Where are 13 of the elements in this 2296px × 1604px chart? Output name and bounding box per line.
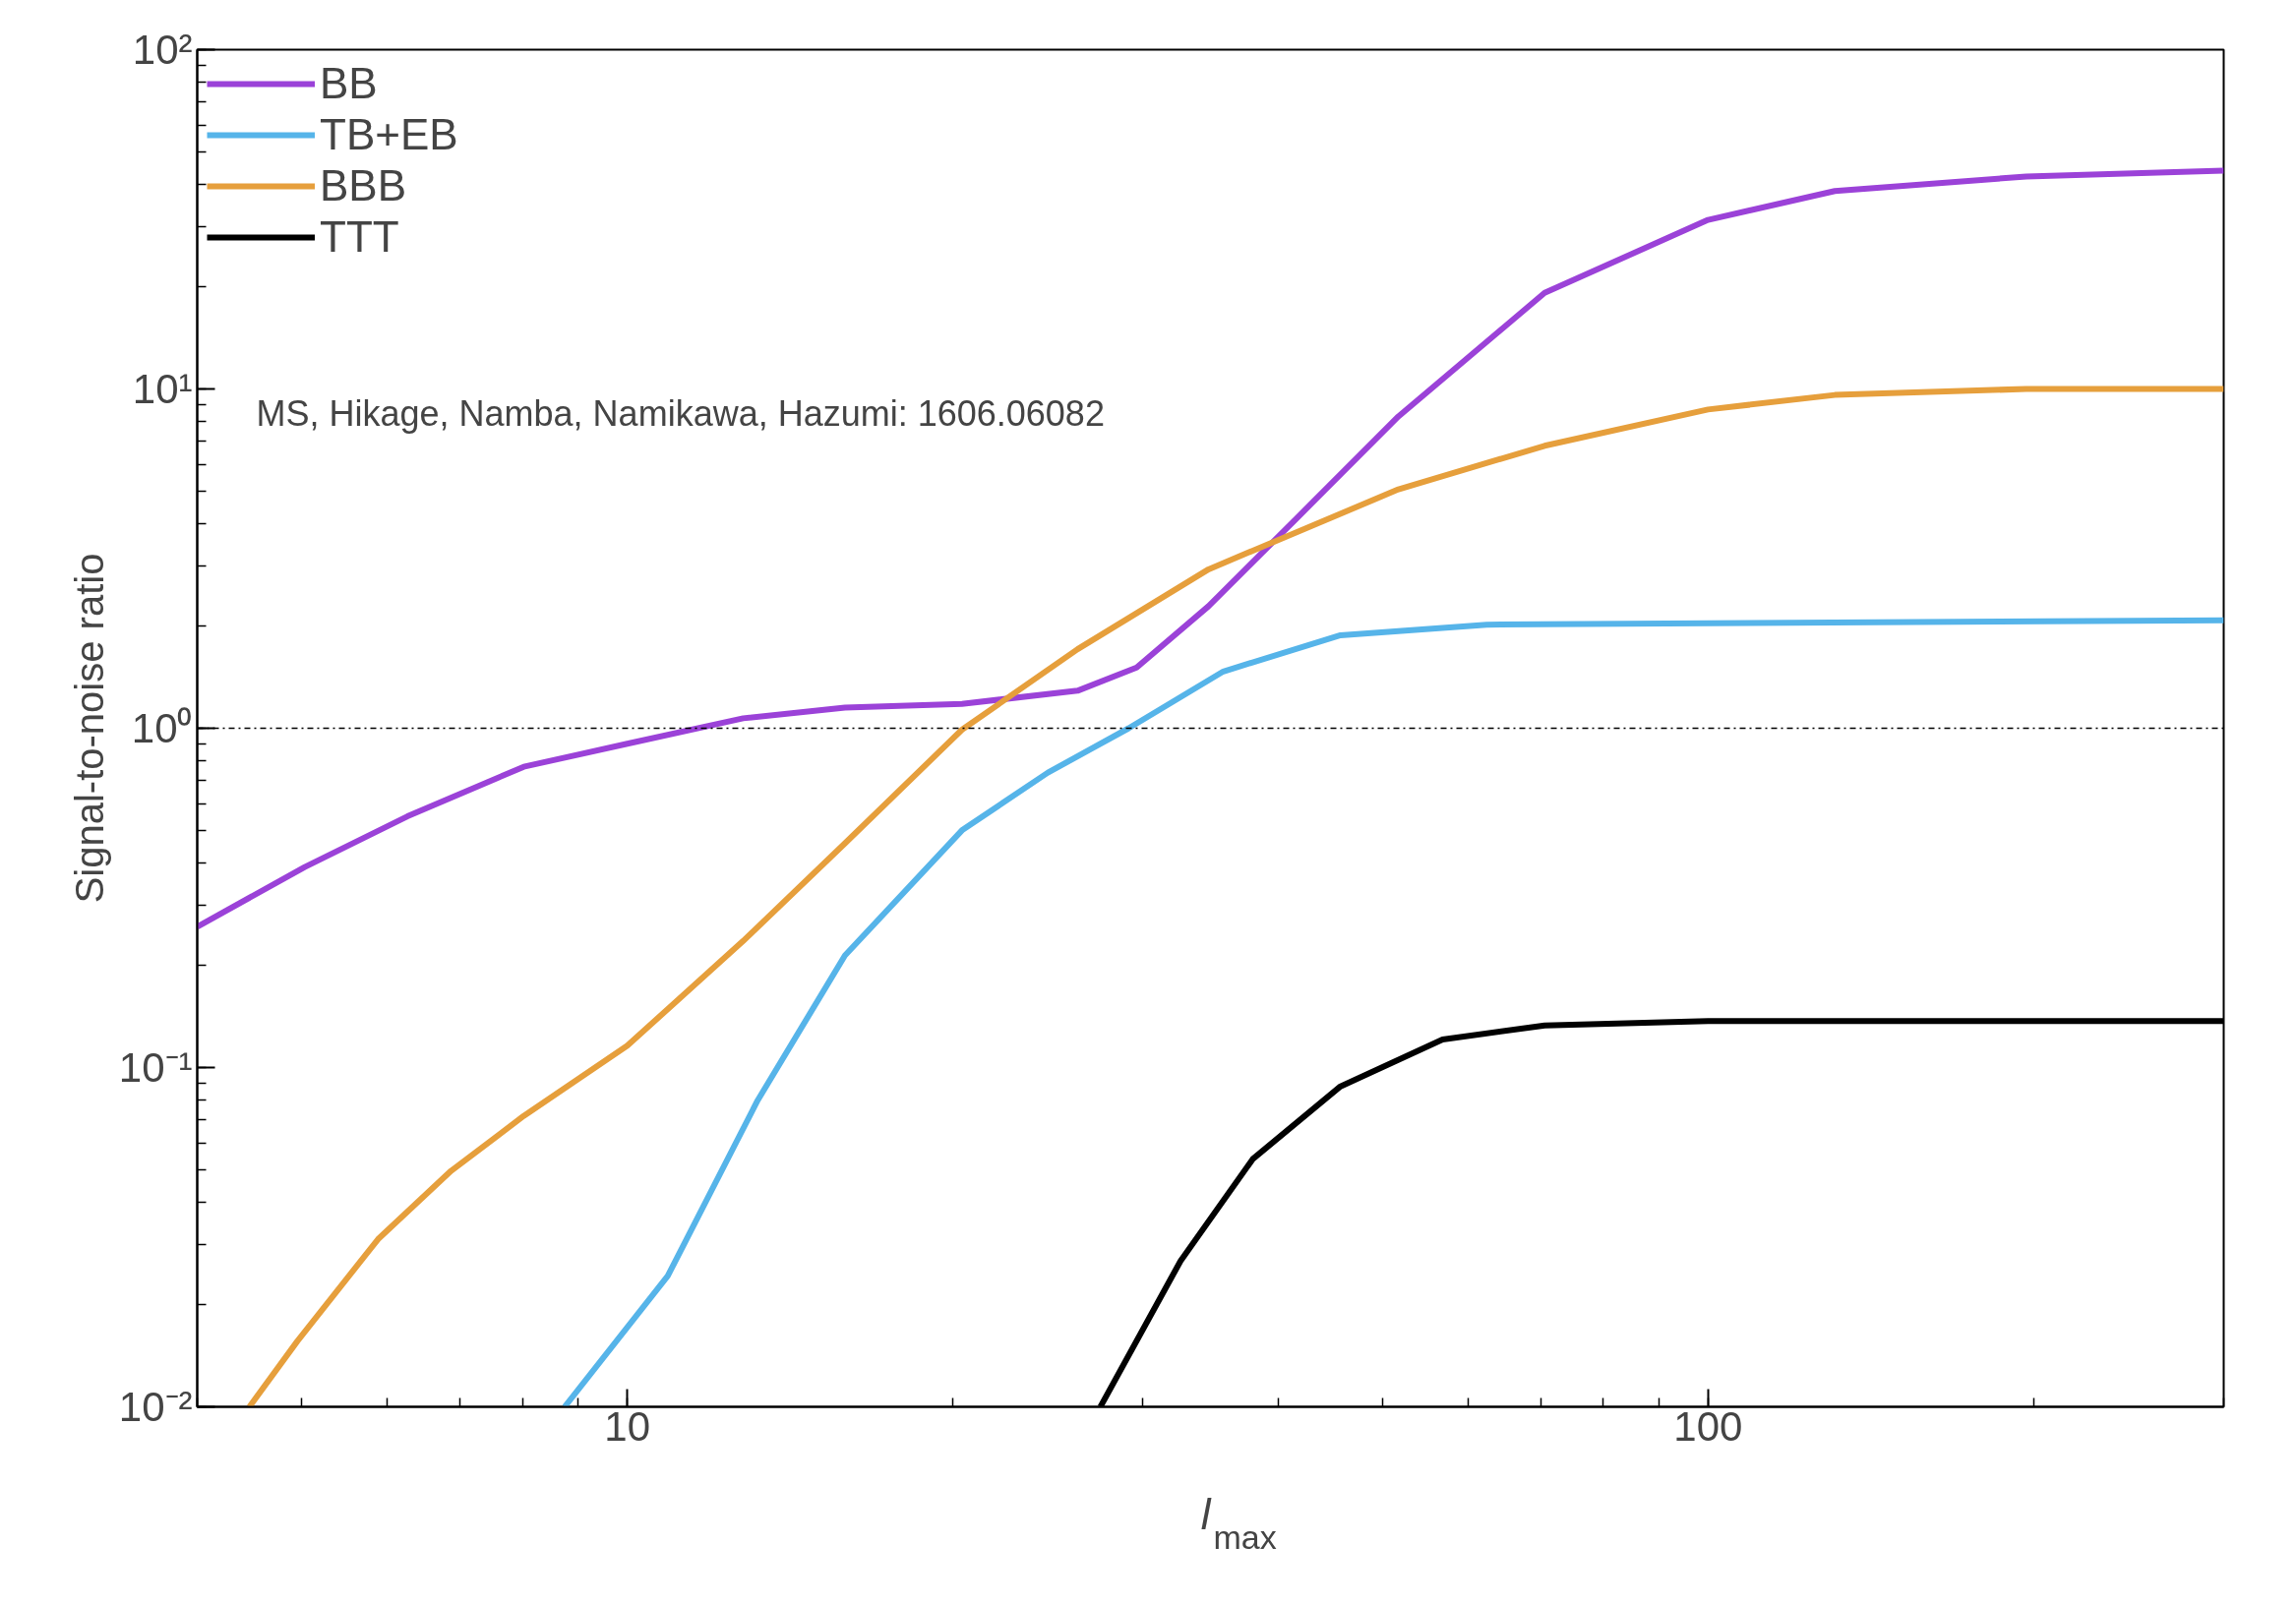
y-tick-label: 10¹ [132,366,193,412]
legend-label: TTT [320,212,399,262]
legend-label: TB+EB [320,110,458,159]
legend-label: BB [320,59,378,108]
x-tick-label: 100 [1673,1402,1743,1450]
annotation: MS, Hikage, Namba, Namikawa, Hazumi: 1606.06082 [256,392,1105,434]
y-axis-title: Signal-to-noise ratio [67,553,111,904]
legend-label: BBB [320,161,407,210]
x-tick-label: 10 [604,1402,651,1450]
y-tick-label: 10² [132,27,193,73]
y-tick-label: 10⁻¹ [118,1044,193,1091]
y-tick-label: 10⁻² [118,1384,193,1430]
y-tick-label: 10⁰ [131,705,193,751]
